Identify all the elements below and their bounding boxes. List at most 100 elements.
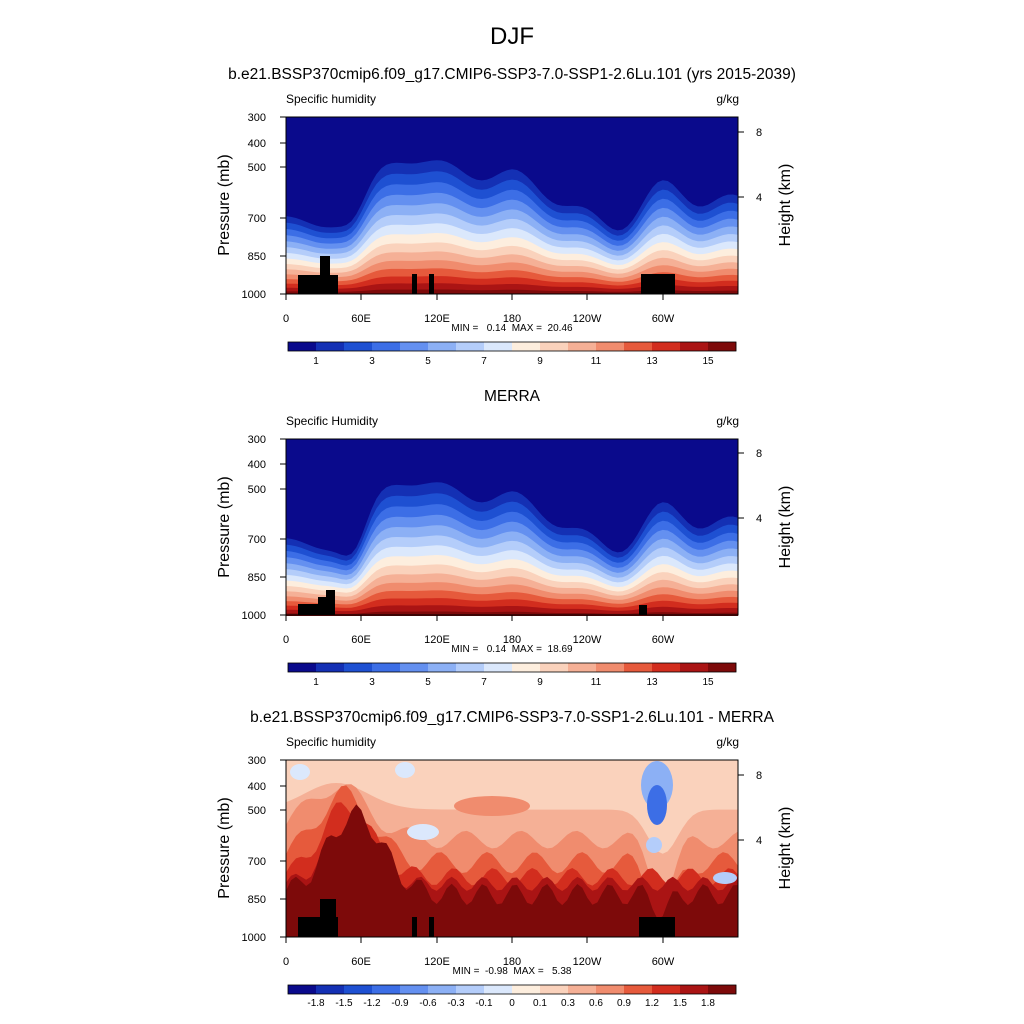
y-tick-label: 850 bbox=[248, 251, 266, 263]
colorbar-label: -1.5 bbox=[335, 998, 353, 1009]
x-tick-label: 180 bbox=[503, 956, 521, 968]
x-tick-label: 0 bbox=[283, 956, 289, 968]
height-ticks: 8 4 bbox=[738, 127, 762, 204]
variable-label: Specific humidity bbox=[286, 735, 376, 749]
y-tick-label: 700 bbox=[248, 213, 266, 225]
y-tick-label: 1000 bbox=[242, 932, 266, 944]
terrain-block bbox=[641, 274, 675, 294]
colorbar-box bbox=[400, 663, 429, 672]
colorbar-box bbox=[428, 342, 457, 351]
terrain-block bbox=[298, 275, 338, 294]
terrain-block bbox=[298, 604, 320, 615]
colorbar-box bbox=[456, 342, 485, 351]
colorbar-box bbox=[568, 342, 597, 351]
longitude-ticks: 0 60E 120E 180 120W 60W bbox=[283, 615, 675, 646]
colorbar-box bbox=[680, 342, 709, 351]
colorbar-label: 0 bbox=[509, 998, 515, 1009]
units-label: g/kg bbox=[716, 92, 739, 106]
colorbar-label: 1 bbox=[313, 677, 319, 688]
y-tick-label: 400 bbox=[248, 781, 266, 793]
x-tick-label: 0 bbox=[283, 313, 289, 325]
x-tick-label: 120W bbox=[573, 313, 602, 325]
colorbar-box bbox=[372, 985, 401, 994]
plot-area bbox=[285, 438, 739, 616]
colorbar-box bbox=[708, 342, 737, 351]
colorbar-box bbox=[708, 663, 737, 672]
colorbar-box bbox=[344, 342, 373, 351]
colorbar-box bbox=[596, 985, 625, 994]
colorbar-label: 0.1 bbox=[533, 998, 547, 1009]
x-tick-label: 180 bbox=[503, 313, 521, 325]
colorbar-label: 13 bbox=[646, 677, 658, 688]
colorbar: 1 3 5 7 9 11 13 15 bbox=[287, 662, 737, 688]
x-tick-label: 120E bbox=[424, 956, 450, 968]
colorbar-box bbox=[596, 663, 625, 672]
colorbar-box bbox=[344, 985, 373, 994]
y-tick-label: 400 bbox=[248, 138, 266, 150]
colorbar-box bbox=[316, 985, 345, 994]
contour-band bbox=[454, 796, 530, 816]
colorbar-label: 13 bbox=[646, 356, 658, 367]
colorbar-box bbox=[344, 663, 373, 672]
colorbar-box bbox=[680, 985, 709, 994]
colorbar-box bbox=[456, 663, 485, 672]
terrain-mask bbox=[298, 256, 675, 294]
colorbar-label: 0.3 bbox=[561, 998, 575, 1009]
colorbar-box bbox=[456, 985, 485, 994]
colorbar-label: 7 bbox=[481, 677, 487, 688]
colorbar-label: 3 bbox=[369, 677, 375, 688]
plot-area bbox=[285, 759, 739, 938]
y-tick-label: 300 bbox=[248, 755, 266, 767]
y2-axis-label: Height (km) bbox=[777, 164, 794, 247]
x-tick-label: 120E bbox=[424, 634, 450, 646]
longitude-ticks: 0 60E 120E 180 120W 60W bbox=[283, 937, 675, 968]
min-max-label: MIN = -0.98 MAX = 5.38 bbox=[453, 966, 572, 977]
x-tick-label: 60E bbox=[351, 634, 371, 646]
y-tick-label: 400 bbox=[248, 459, 266, 471]
y-tick-label: 500 bbox=[248, 805, 266, 817]
colorbar: -1.8 -1.5 -1.2 -0.9 -0.6 -0.3 -0.1 0 0.1… bbox=[287, 984, 737, 1009]
colorbar-label: 1.5 bbox=[673, 998, 687, 1009]
colorbar-box bbox=[680, 663, 709, 672]
terrain-mask bbox=[298, 590, 647, 615]
colorbar-box bbox=[652, 663, 681, 672]
colorbar-label: -0.3 bbox=[447, 998, 465, 1009]
terrain-block bbox=[639, 605, 647, 615]
terrain-block bbox=[320, 256, 330, 294]
colorbar-frame bbox=[287, 984, 737, 995]
y-tick-label: 1000 bbox=[242, 289, 266, 301]
colorbar-box bbox=[624, 663, 653, 672]
colorbar-label: 11 bbox=[591, 677, 602, 688]
colorbar-box bbox=[428, 663, 457, 672]
panel-title: b.e21.BSSP370cmip6.f09_g17.CMIP6-SSP3-7.… bbox=[250, 709, 774, 726]
colorbar-box bbox=[372, 342, 401, 351]
colorbar-box bbox=[540, 985, 569, 994]
y2-tick-label: 8 bbox=[756, 127, 762, 139]
y-axis-label: Pressure (mb) bbox=[216, 476, 233, 577]
x-tick-label: 180 bbox=[503, 634, 521, 646]
panel-difference: b.e21.BSSP370cmip6.f09_g17.CMIP6-SSP3-7.… bbox=[216, 709, 794, 1009]
colorbar: 1 3 5 7 9 11 13 15 bbox=[287, 341, 737, 367]
terrain-block bbox=[318, 597, 328, 615]
colorbar-box bbox=[652, 985, 681, 994]
units-label: g/kg bbox=[716, 735, 739, 749]
colorbar-box bbox=[316, 342, 345, 351]
colorbar-labels: 1 3 5 7 9 11 13 15 bbox=[313, 356, 714, 367]
longitude-ticks: 0 60E 120E 180 120W 60W bbox=[283, 294, 675, 325]
colorbar-label: -0.6 bbox=[419, 998, 437, 1009]
colorbar-label: 3 bbox=[369, 356, 375, 367]
x-tick-label: 120W bbox=[573, 956, 602, 968]
contour-band bbox=[647, 785, 667, 825]
colorbar-box bbox=[624, 985, 653, 994]
contour-band bbox=[286, 804, 738, 937]
colorbar-label: 5 bbox=[425, 356, 431, 367]
x-tick-label: 120E bbox=[424, 313, 450, 325]
colorbar-box bbox=[512, 342, 541, 351]
colorbar-label: 1.2 bbox=[645, 998, 659, 1009]
min-max-label: MIN = 0.14 MAX = 18.69 bbox=[451, 644, 573, 655]
colorbar-box bbox=[708, 985, 737, 994]
colorbar-label: 15 bbox=[702, 677, 714, 688]
colorbar-label: -0.1 bbox=[475, 998, 493, 1009]
colorbar-boxes bbox=[288, 985, 737, 994]
